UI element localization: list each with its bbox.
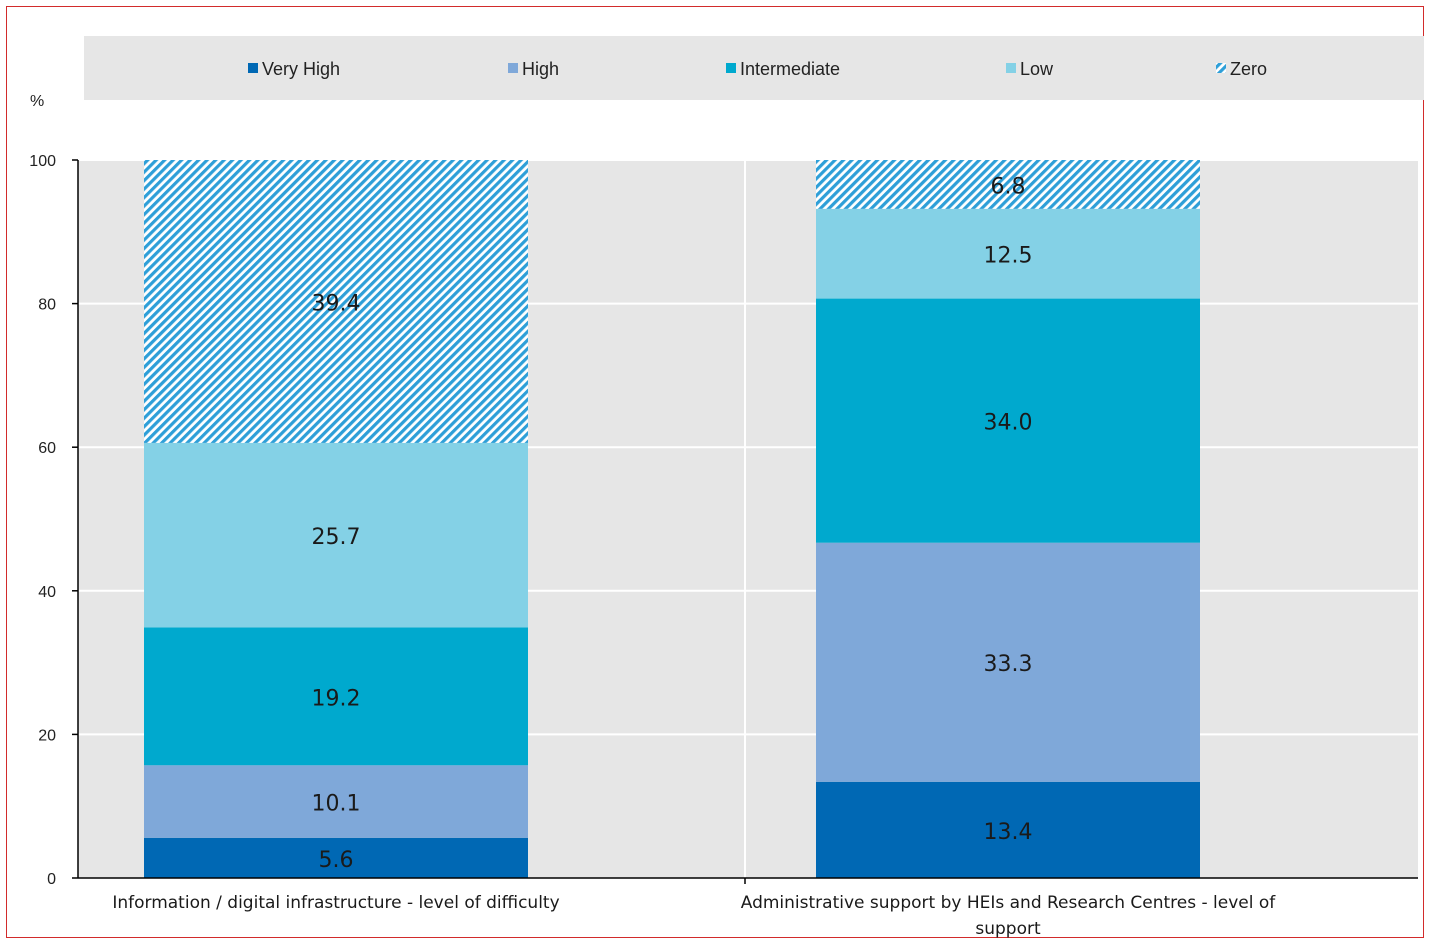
bar-segment: [144, 160, 528, 443]
y-tick-label: 40: [38, 584, 56, 601]
data-label: 34.0: [984, 411, 1033, 436]
bar-segment: [144, 837, 528, 878]
data-label: 39.4: [312, 291, 361, 316]
legend: Very High High Intermediate Low Zero: [248, 59, 1267, 79]
y-tick-label: 60: [38, 440, 56, 457]
y-axis-label: %: [30, 93, 44, 110]
legend-label: Very High: [262, 59, 340, 79]
bar-segment: [816, 160, 1200, 209]
legend-label: Low: [1020, 59, 1054, 79]
data-label: 25.7: [312, 525, 361, 550]
bar-segment: [816, 298, 1200, 543]
legend-background: [84, 36, 1424, 100]
bar-segment: [816, 208, 1200, 299]
legend-label: Intermediate: [740, 59, 840, 79]
data-labels: 5.6 10.1 19.2 25.7 39.4 13.4 33.3 34.0 12.5 6.8: [312, 174, 1033, 872]
axes: 0 20 40 60 80 100 Information / digital infras…: [29, 153, 1418, 939]
x-category-label: Information / digital infrastructure - l…: [112, 893, 559, 913]
y-tick-label: 0: [47, 871, 56, 888]
bar-segment: [144, 442, 528, 628]
legend-swatch: [1216, 63, 1226, 73]
bars: [144, 160, 1200, 878]
bar-segment: [816, 781, 1200, 878]
bar-segment: [144, 627, 528, 766]
data-label: 6.8: [991, 174, 1026, 199]
y-tick-label: 100: [29, 153, 56, 170]
x-category-label: support: [975, 919, 1041, 939]
data-label: 19.2: [312, 686, 361, 711]
legend-label: High: [522, 59, 559, 79]
y-tick-label: 20: [38, 727, 56, 744]
data-label: 10.1: [312, 792, 361, 817]
data-label: 13.4: [984, 820, 1033, 845]
legend-swatch: [248, 63, 258, 73]
data-label: 33.3: [984, 652, 1033, 677]
bar-segment: [144, 765, 528, 838]
y-tick-label: 80: [38, 297, 56, 314]
figure-frame: [6, 6, 1424, 938]
legend-swatch: [508, 63, 518, 73]
legend-label: Zero: [1230, 59, 1267, 79]
legend-swatch: [1006, 63, 1016, 73]
data-label: 5.6: [319, 848, 354, 873]
legend-swatch: [726, 63, 736, 73]
x-category-label: Administrative support by HEIs and Resea…: [741, 893, 1277, 913]
bar-segment: [816, 542, 1200, 782]
data-label: 12.5: [984, 244, 1033, 269]
